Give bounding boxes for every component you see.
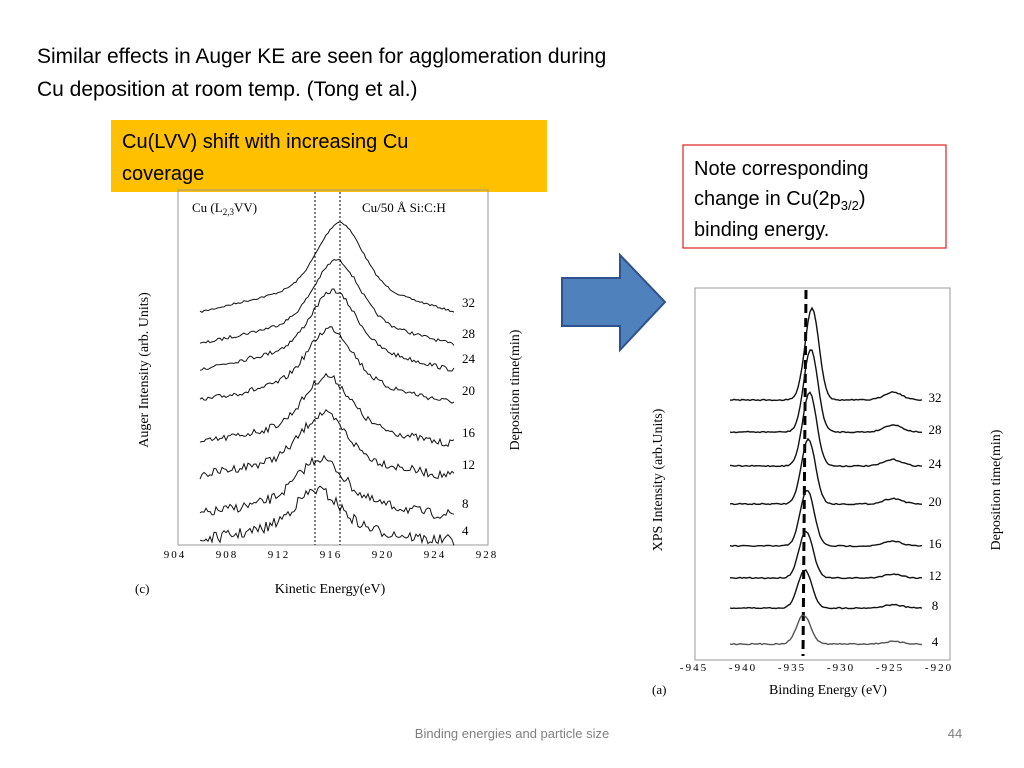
- plot-label: Cu/50 Å Si:C:H: [362, 200, 446, 215]
- curve-label: 16: [929, 536, 943, 551]
- title-line: Cu deposition at room temp. (Tong et al.…: [37, 78, 418, 101]
- plot-frame: [694, 287, 951, 661]
- x-tick-label: 912: [268, 549, 291, 561]
- x-tick-label: 904: [164, 549, 187, 561]
- x-tick-label: -920: [925, 662, 953, 674]
- subscript: 2,3: [223, 207, 235, 217]
- page-number: 44: [948, 726, 962, 741]
- plot-frame: [177, 189, 489, 546]
- spectrum-curve: [729, 437, 922, 506]
- curve-label: 4: [932, 634, 939, 649]
- spectrum-curve: [199, 372, 455, 448]
- note-text: change in Cu(2p3/2): [694, 188, 866, 213]
- plot-label: Cu (L2,3VV): [192, 200, 257, 217]
- callout-box: [111, 120, 547, 192]
- spectrum-curve: [199, 221, 455, 314]
- spectrum-curve: [199, 326, 455, 404]
- right-axis-label: Deposition time(min): [989, 429, 1004, 550]
- curve-label: 8: [462, 496, 469, 511]
- x-tick-label: -935: [778, 662, 806, 674]
- subscript: 3/2: [841, 198, 859, 213]
- spectrum-curve: [729, 306, 923, 402]
- x-tick-label: -925: [876, 662, 904, 674]
- x-tick-label: -945: [680, 662, 708, 674]
- spectrum-curve: [729, 530, 923, 580]
- curve-label: 16: [462, 425, 476, 440]
- spectrum-curve: [729, 489, 923, 548]
- curve-label: 24: [462, 351, 476, 366]
- x-tick-label: 916: [320, 549, 343, 561]
- note-text: Note corresponding: [694, 158, 869, 180]
- curve-label: 4: [462, 523, 469, 538]
- spectrum-curve: [729, 391, 923, 468]
- panel-label: (c): [135, 581, 149, 596]
- x-tick-label: -940: [729, 662, 757, 674]
- note-text: binding energy.: [694, 219, 829, 241]
- note-text: ): [859, 188, 866, 210]
- plot-label: Cu (L: [192, 200, 223, 215]
- curve-label: 32: [462, 295, 475, 310]
- arrow: [561, 252, 667, 353]
- spectrum-curve: [199, 258, 455, 346]
- spectrum-curve: [199, 288, 455, 372]
- note-text: change in Cu(2p: [694, 188, 841, 210]
- spectrum-curve: [199, 409, 455, 480]
- spectrum-curve: [199, 454, 455, 520]
- spectrum-curve: [729, 349, 923, 434]
- panel-label: (a): [652, 682, 666, 697]
- curve-label: 20: [462, 383, 475, 398]
- curve-label: 12: [929, 568, 942, 583]
- right-axis-label: Deposition time(min): [508, 329, 523, 450]
- curve-label: 20: [929, 494, 942, 509]
- spectrum-curve: [729, 569, 923, 610]
- y-axis-label: XPS Intensity (arb.Units): [651, 408, 666, 551]
- curve-label: 28: [462, 326, 475, 341]
- x-axis-label: Binding Energy (eV): [769, 683, 887, 698]
- x-tick-label: 924: [424, 549, 447, 561]
- x-tick-label: 928: [476, 549, 499, 561]
- callout-text: Cu(LVV) shift with increasing Cu: [122, 131, 408, 153]
- spectrum-curve: [729, 614, 923, 646]
- title-line: Similar effects in Auger KE are seen for…: [37, 45, 606, 68]
- y-axis-label: Auger Intensity (arb. Units): [137, 292, 152, 448]
- x-axis-label: Kinetic Energy(eV): [275, 582, 386, 597]
- x-tick-label: -930: [827, 662, 855, 674]
- curve-label: 28: [929, 422, 942, 437]
- footer-text: Binding energies and particle size: [415, 726, 609, 741]
- callout-text: coverage: [122, 163, 204, 185]
- guide-line: [801, 289, 808, 657]
- x-tick-label: 908: [216, 549, 239, 561]
- curve-label: 32: [929, 390, 942, 405]
- x-tick-label: 920: [372, 549, 395, 561]
- curve-label: 12: [462, 457, 475, 472]
- curve-label: 8: [932, 598, 939, 613]
- spectrum-curve: [199, 485, 455, 546]
- note-box: [682, 144, 947, 249]
- curve-label: 24: [929, 456, 943, 471]
- plot-label: VV): [234, 200, 257, 215]
